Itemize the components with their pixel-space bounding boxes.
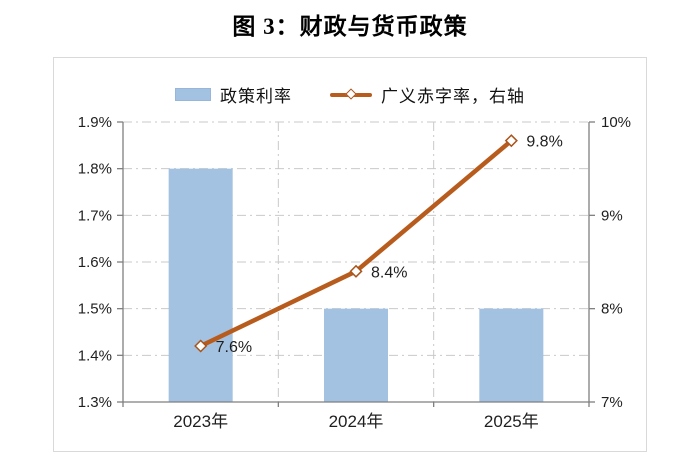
right-tick-label: 10% <box>601 114 631 131</box>
line-series-swatch-icon <box>330 87 372 100</box>
x-category-label: 2025年 <box>484 412 539 431</box>
point-data-label: 8.4% <box>371 264 407 281</box>
diamond-marker <box>349 264 363 278</box>
left-tick-label: 1.8% <box>78 161 112 178</box>
bar <box>324 308 388 402</box>
left-tick-label: 1.5% <box>78 301 112 318</box>
point-data-label: 7.6% <box>216 339 252 356</box>
bar-series-swatch-icon <box>175 88 211 101</box>
legend-item-deficit-rate: 广义赤字率，右轴 <box>330 82 525 107</box>
x-category-label: 2023年 <box>173 412 228 431</box>
diamond-marker <box>504 134 518 148</box>
x-category-label: 2024年 <box>329 412 384 431</box>
bar <box>479 308 544 402</box>
left-tick-label: 1.6% <box>78 254 112 271</box>
left-tick-label: 1.3% <box>78 394 112 411</box>
right-tick-label: 8% <box>601 301 623 318</box>
legend-item-policy-rate: 政策利率 <box>175 82 292 107</box>
chart-legend: 政策利率 广义赤字率，右轴 <box>53 82 647 107</box>
point-data-label: 9.8% <box>526 134 562 151</box>
left-tick-label: 1.7% <box>78 207 112 224</box>
legend-label: 政策利率 <box>220 87 292 106</box>
legend-label: 广义赤字率，右轴 <box>381 87 525 106</box>
right-tick-label: 9% <box>601 207 623 224</box>
diamond-marker <box>194 339 208 353</box>
left-tick-label: 1.4% <box>78 347 112 364</box>
chart-title: 图 3：财政与货币政策 <box>232 14 468 39</box>
left-tick-label: 1.9% <box>78 114 112 131</box>
bar <box>168 168 233 402</box>
right-tick-label: 7% <box>601 394 623 411</box>
